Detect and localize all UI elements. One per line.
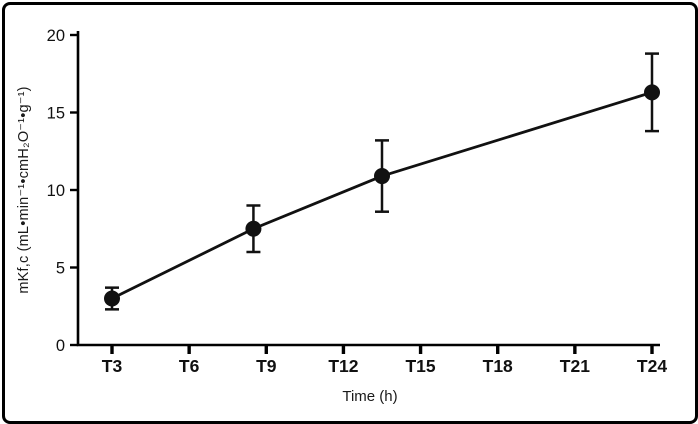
y-tick-label: 20 bbox=[47, 27, 65, 45]
x-tick-label: T3 bbox=[102, 356, 123, 376]
x-tick-label: T12 bbox=[328, 356, 358, 376]
x-tick-label: T18 bbox=[483, 356, 513, 376]
data-point bbox=[644, 84, 660, 101]
y-tick-label: 10 bbox=[47, 182, 65, 200]
y-tick-label: 0 bbox=[56, 337, 65, 355]
data-point bbox=[245, 220, 262, 237]
y-tick-label: 5 bbox=[56, 260, 65, 278]
x-axis-label: Time (h) bbox=[342, 388, 398, 405]
data-point bbox=[374, 168, 390, 185]
series-line bbox=[111, 91, 653, 300]
data-point bbox=[104, 290, 120, 307]
y-axis-label: mKf,c (mL•min⁻¹•cmH₂O⁻¹•g⁻¹) bbox=[16, 86, 32, 294]
axis-lines bbox=[76, 31, 660, 347]
x-tick-label: T9 bbox=[256, 356, 277, 376]
x-tick-label: T6 bbox=[179, 356, 200, 376]
y-tick-label: 15 bbox=[47, 105, 65, 123]
x-tick-label: T21 bbox=[560, 356, 590, 376]
x-tick-label: T15 bbox=[405, 356, 435, 376]
x-tick-label: T24 bbox=[637, 356, 667, 376]
